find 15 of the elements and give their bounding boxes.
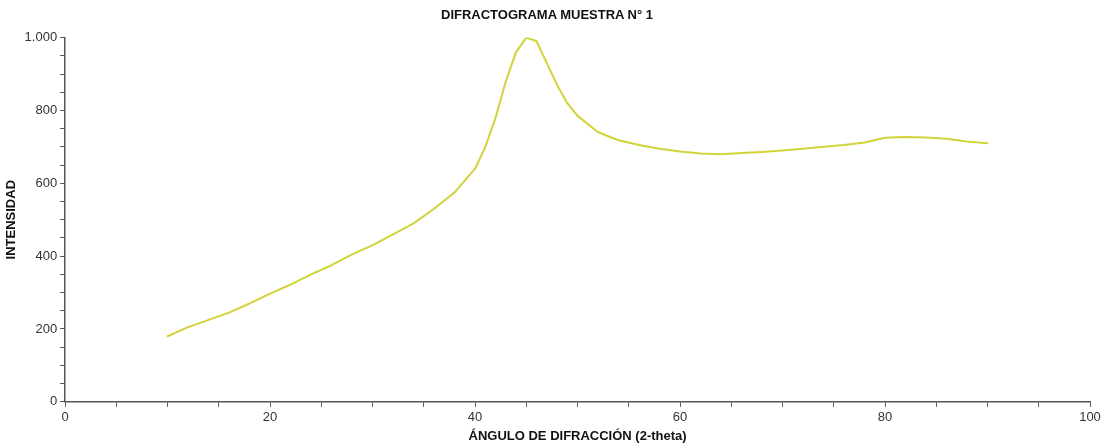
x-tick-label: 60 xyxy=(672,409,688,425)
x-tick-label: 0 xyxy=(61,409,69,425)
y-tick-label: 1.000 xyxy=(24,29,58,45)
y-tick-label: 400 xyxy=(35,247,58,263)
x-axis-title: ÁNGULO DE DIFRACCIÓN (2-theta) xyxy=(468,427,687,443)
x-tick-label: 80 xyxy=(877,409,893,425)
chart-title: DIFRACTOGRAMA MUESTRA N° 1 xyxy=(441,7,653,23)
x-tick-label: 100 xyxy=(1079,409,1101,425)
y-tick-label: 600 xyxy=(35,174,58,190)
y-axis-title: INTENSIDAD xyxy=(3,179,19,260)
y-tick-label: 0 xyxy=(49,393,58,409)
y-tick-label: 200 xyxy=(35,320,58,336)
y-tick-label: 800 xyxy=(35,102,58,118)
x-tick-label: 20 xyxy=(262,409,278,425)
x-tick-label: 40 xyxy=(467,409,483,425)
